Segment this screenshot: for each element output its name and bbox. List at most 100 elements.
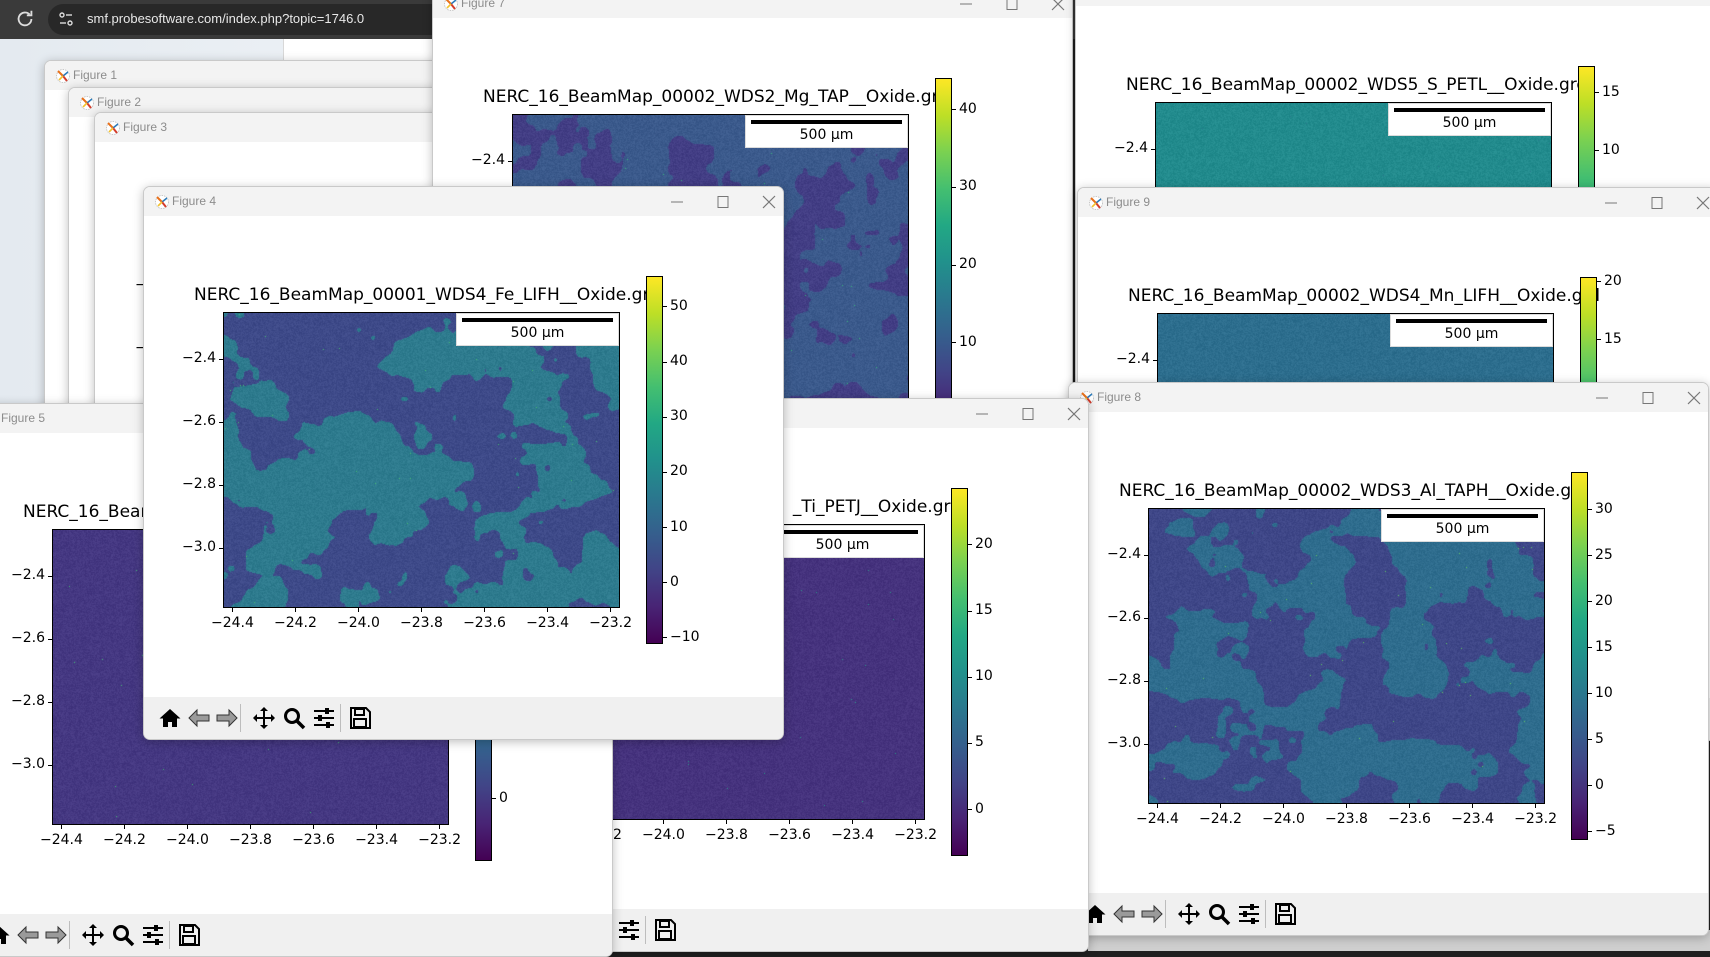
back-arrow-icon[interactable] (187, 706, 211, 730)
window-titlebar[interactable] (1076, 0, 1710, 6)
back-arrow-icon[interactable] (16, 923, 40, 947)
x-axis-tick-label: −24.0 (642, 827, 685, 843)
forward-arrow-icon[interactable] (44, 923, 68, 947)
zoom-icon[interactable] (1207, 902, 1231, 926)
matplotlib-window-icon (56, 69, 70, 83)
x-axis-tick (376, 825, 378, 829)
maximize-button[interactable] (714, 193, 732, 211)
y-axis-tick-label: −2.6 (1107, 609, 1141, 626)
y-axis-tick-label: −2.8 (11, 693, 45, 710)
plot-title: NERC_16_BeamMap_00001_WDS4_Fe_LIFH__Oxid… (194, 285, 660, 305)
forward-arrow-icon[interactable] (1140, 902, 1164, 926)
beam-map-plot[interactable]: 500 µm (1148, 508, 1545, 804)
home-icon[interactable] (1083, 902, 1107, 926)
zoom-icon[interactable] (111, 923, 135, 947)
plot-title: NERC_16_BeamMap_00002_WDS4_Mn_LIFH__Oxid… (1128, 286, 1601, 306)
home-icon[interactable] (158, 706, 182, 730)
window-titlebar[interactable]: Figure 8 (1069, 383, 1708, 412)
minimize-button[interactable] (957, 0, 975, 13)
y-axis-tick-label: −2.4 (1107, 546, 1141, 563)
back-arrow-icon[interactable] (1112, 902, 1136, 926)
window-titlebar[interactable]: Figure 9 (1078, 188, 1710, 217)
matplotlib-window-icon (80, 96, 94, 110)
close-button[interactable] (1694, 194, 1710, 212)
x-axis-tick-label: −24.0 (1262, 811, 1305, 827)
scale-bar: 500 µm (456, 313, 619, 346)
window-title: Figure 5 (1, 411, 46, 425)
minimize-button[interactable] (1600, 0, 1618, 1)
save-icon[interactable] (1273, 902, 1297, 926)
colorbar-tick (1588, 739, 1592, 741)
colorbar-tick-label: −5 (1595, 822, 1616, 839)
y-axis-tick-label: −2.4 (1116, 351, 1150, 368)
window-titlebar[interactable]: Figure 4 (144, 187, 783, 216)
maximize-button[interactable] (1019, 405, 1037, 423)
colorbar-tick (1588, 601, 1592, 603)
colorbar-tick (663, 306, 667, 308)
colorbar (951, 488, 968, 856)
colorbar-tick-label: 20 (975, 535, 993, 552)
home-icon[interactable] (0, 923, 11, 947)
minimize-button[interactable] (1602, 194, 1620, 212)
save-icon[interactable] (348, 706, 372, 730)
close-button[interactable] (1049, 0, 1067, 13)
scale-bar-line (1387, 514, 1538, 518)
colorbar-tick-label: 15 (1595, 638, 1613, 655)
colorbar-tick-label: 10 (1602, 141, 1620, 158)
configure-subplots-icon[interactable] (312, 706, 336, 730)
forward-arrow-icon[interactable] (215, 706, 239, 730)
pan-icon[interactable] (252, 706, 276, 730)
scale-bar-line (751, 120, 902, 124)
window-titlebar[interactable]: Figure 7 (433, 0, 1072, 18)
colorbar-tick (968, 742, 972, 744)
site-info-icon[interactable] (58, 11, 74, 27)
address-bar[interactable]: smf.probesoftware.com/index.php?topic=17… (48, 4, 608, 35)
colorbar (1571, 472, 1588, 840)
x-axis-tick (250, 825, 251, 829)
colorbar-tick-label: 5 (1595, 730, 1604, 747)
minimize-button[interactable] (668, 193, 686, 211)
x-axis-tick (186, 825, 188, 829)
configure-subplots-icon[interactable] (141, 923, 165, 947)
scale-bar-line (1396, 319, 1547, 323)
colorbar-tick (663, 637, 667, 639)
maximize-button[interactable] (1646, 0, 1664, 1)
minimize-button[interactable] (973, 405, 991, 423)
close-button[interactable] (1685, 389, 1703, 407)
x-axis-tick (313, 825, 315, 829)
save-icon[interactable] (177, 923, 201, 947)
x-axis-tick-label: −23.2 (418, 832, 461, 848)
configure-subplots-icon[interactable] (1237, 902, 1261, 926)
close-button[interactable] (760, 193, 778, 211)
x-axis-tick-label: −23.4 (1451, 811, 1494, 827)
matplotlib-window-icon (106, 121, 120, 135)
y-axis-tick (1144, 554, 1148, 556)
colorbar-tick (952, 264, 956, 266)
y-axis-tick (1144, 617, 1148, 619)
maximize-button[interactable] (1003, 0, 1021, 13)
pan-icon[interactable] (1177, 902, 1201, 926)
close-button[interactable] (1065, 405, 1083, 423)
colorbar-tick-label: 10 (1595, 684, 1613, 701)
save-icon[interactable] (653, 918, 677, 942)
colorbar-tick (968, 676, 972, 678)
x-axis-tick-label: −23.6 (292, 832, 335, 848)
window-title: Figure 3 (123, 120, 168, 134)
maximize-button[interactable] (1648, 194, 1666, 212)
colorbar-tick-label: 20 (959, 256, 977, 273)
minimize-button[interactable] (1593, 389, 1611, 407)
y-axis-tick (219, 358, 223, 360)
pan-icon[interactable] (81, 923, 105, 947)
beam-map-plot[interactable]: 500 µm (223, 312, 620, 608)
close-button[interactable] (1692, 0, 1710, 1)
colorbar (646, 276, 663, 644)
colorbar-tick-label: 40 (670, 353, 688, 370)
zoom-icon[interactable] (282, 706, 306, 730)
toolbar-separator (1265, 900, 1266, 928)
y-axis-tick (1144, 680, 1148, 682)
maximize-button[interactable] (1639, 389, 1657, 407)
reload-icon[interactable] (14, 8, 36, 30)
colorbar-tick-label: 0 (975, 800, 984, 817)
colorbar-tick (663, 527, 667, 529)
configure-subplots-icon[interactable] (617, 918, 641, 942)
